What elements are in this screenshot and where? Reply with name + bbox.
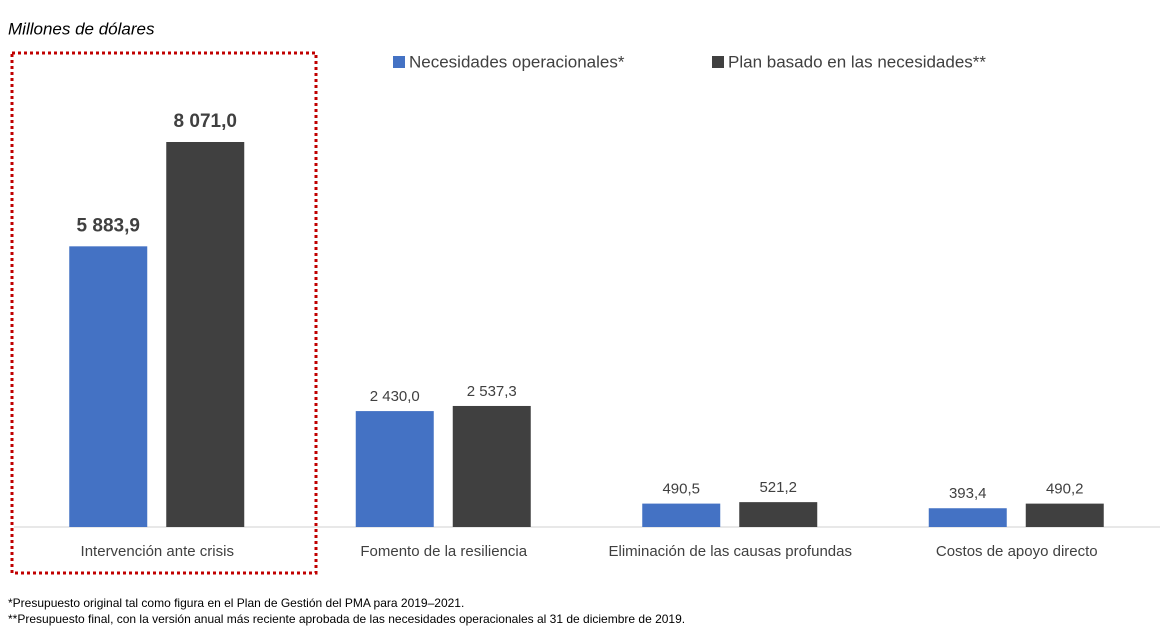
footnote: **Presupuesto final, con la versión anua… bbox=[8, 612, 685, 626]
highlight-box bbox=[10, 51, 318, 575]
bar bbox=[166, 142, 245, 527]
legend-label: Plan basado en las necesidades** bbox=[728, 52, 986, 71]
x-tick-label: Eliminación de las causas profundas bbox=[609, 543, 852, 560]
value-label: 393,4 bbox=[949, 485, 987, 502]
value-label: 5 883,9 bbox=[77, 215, 140, 236]
x-tick-label: Fomento de la resiliencia bbox=[360, 543, 527, 560]
value-label: 2 430,0 bbox=[370, 388, 420, 405]
value-label: 8 071,0 bbox=[174, 111, 237, 132]
bar bbox=[69, 246, 148, 527]
legend-swatch bbox=[712, 56, 724, 68]
value-label: 490,5 bbox=[662, 481, 700, 498]
value-label: 490,2 bbox=[1046, 481, 1084, 498]
bar bbox=[1025, 503, 1104, 527]
legend-swatch bbox=[393, 56, 405, 68]
x-tick-label: Intervención ante crisis bbox=[81, 543, 234, 560]
legend-label: Necesidades operacionales* bbox=[409, 52, 625, 71]
x-tick-label: Costos de apoyo directo bbox=[936, 543, 1098, 560]
bar bbox=[739, 502, 818, 527]
subtitle: Millones de dólares bbox=[8, 19, 155, 38]
bar bbox=[642, 503, 721, 527]
bar bbox=[452, 405, 531, 527]
footnote: *Presupuesto original tal como figura en… bbox=[8, 596, 464, 610]
value-label: 2 537,3 bbox=[467, 383, 517, 400]
bar bbox=[355, 411, 434, 527]
bar bbox=[928, 508, 1007, 527]
value-label: 521,2 bbox=[759, 479, 797, 496]
